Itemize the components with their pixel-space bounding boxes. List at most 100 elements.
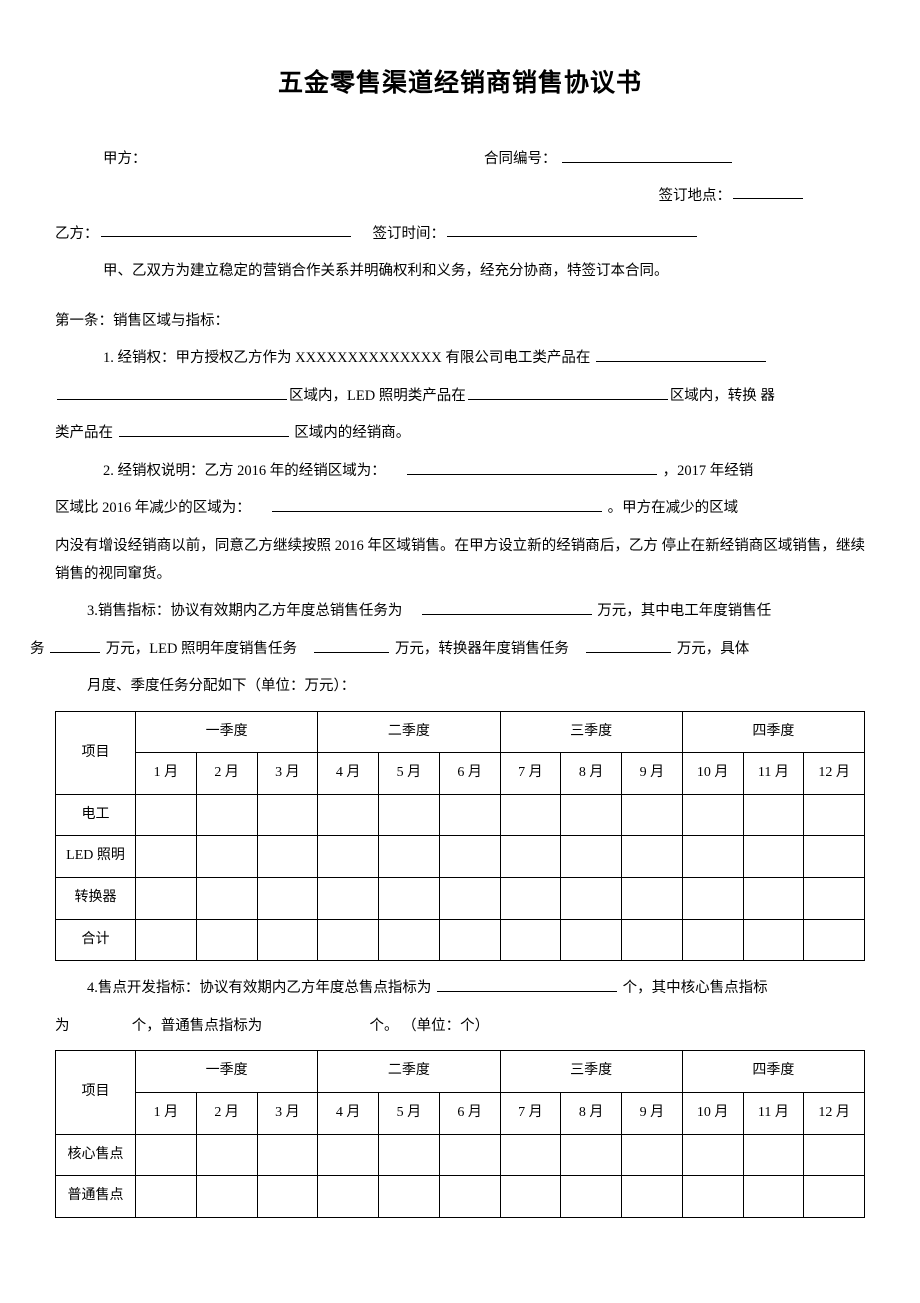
data-cell[interactable]	[561, 919, 622, 961]
data-cell[interactable]	[622, 1134, 683, 1176]
data-cell[interactable]	[622, 836, 683, 878]
item-1-blank-2[interactable]	[57, 384, 287, 400]
data-cell[interactable]	[318, 919, 379, 961]
data-cell[interactable]	[561, 794, 622, 836]
data-cell[interactable]	[196, 919, 257, 961]
data-cell[interactable]	[439, 1134, 500, 1176]
month-header: 11 月	[743, 1092, 804, 1134]
data-cell[interactable]	[804, 878, 865, 920]
data-cell[interactable]	[196, 878, 257, 920]
data-cell[interactable]	[257, 919, 318, 961]
item-3-line-3: 月度、季度任务分配如下（单位：万元）：	[55, 673, 865, 701]
data-cell[interactable]	[743, 878, 804, 920]
item-3-blank-1[interactable]	[422, 599, 592, 615]
data-cell[interactable]	[561, 878, 622, 920]
item-3-blank-2[interactable]	[50, 637, 100, 653]
item-1-blank-1[interactable]	[596, 346, 766, 362]
item-4-blank-1[interactable]	[437, 976, 617, 992]
data-cell[interactable]	[804, 1176, 865, 1218]
data-cell[interactable]	[196, 1176, 257, 1218]
party-b-blank[interactable]	[101, 221, 351, 237]
sign-place-blank[interactable]	[733, 183, 803, 199]
item-3-blank-4[interactable]	[586, 637, 671, 653]
month-header: 1 月	[136, 753, 197, 795]
data-cell[interactable]	[682, 1134, 743, 1176]
month-header: 6 月	[439, 1092, 500, 1134]
data-cell[interactable]	[136, 794, 197, 836]
data-cell[interactable]	[804, 836, 865, 878]
data-cell[interactable]	[318, 794, 379, 836]
data-cell[interactable]	[500, 1176, 561, 1218]
data-cell[interactable]	[257, 836, 318, 878]
month-header: 2 月	[196, 753, 257, 795]
data-cell[interactable]	[622, 919, 683, 961]
data-cell[interactable]	[379, 1176, 440, 1218]
sign-time-blank[interactable]	[447, 221, 697, 237]
data-cell[interactable]	[682, 794, 743, 836]
data-cell[interactable]	[439, 794, 500, 836]
data-cell[interactable]	[439, 836, 500, 878]
row-label: 合计	[56, 919, 136, 961]
data-cell[interactable]	[743, 1176, 804, 1218]
item-2-blank-1[interactable]	[407, 459, 657, 475]
data-cell[interactable]	[500, 878, 561, 920]
data-cell[interactable]	[439, 1176, 500, 1218]
data-cell[interactable]	[682, 1176, 743, 1218]
data-cell[interactable]	[743, 1134, 804, 1176]
data-cell[interactable]	[136, 1134, 197, 1176]
data-cell[interactable]	[804, 919, 865, 961]
data-cell[interactable]	[500, 836, 561, 878]
data-cell[interactable]	[743, 794, 804, 836]
data-cell[interactable]	[561, 1134, 622, 1176]
data-cell[interactable]	[136, 836, 197, 878]
data-cell[interactable]	[804, 1134, 865, 1176]
data-cell[interactable]	[379, 1134, 440, 1176]
data-cell[interactable]	[136, 878, 197, 920]
data-cell[interactable]	[439, 878, 500, 920]
data-cell[interactable]	[379, 878, 440, 920]
month-header: 12 月	[804, 753, 865, 795]
data-cell[interactable]	[318, 1134, 379, 1176]
data-cell[interactable]	[622, 794, 683, 836]
data-cell[interactable]	[682, 836, 743, 878]
data-cell[interactable]	[500, 1134, 561, 1176]
item-2-blank-2[interactable]	[272, 496, 602, 512]
item-3-blank-3[interactable]	[314, 637, 389, 653]
data-cell[interactable]	[743, 919, 804, 961]
item-1-blank-4[interactable]	[119, 421, 289, 437]
data-cell[interactable]	[500, 919, 561, 961]
data-cell[interactable]	[318, 1176, 379, 1218]
data-cell[interactable]	[257, 1134, 318, 1176]
data-cell[interactable]	[682, 878, 743, 920]
item-1-blank-3[interactable]	[468, 384, 668, 400]
data-cell[interactable]	[439, 919, 500, 961]
contract-no-blank[interactable]	[562, 147, 732, 163]
header-row-3: 乙方： 签订时间：	[55, 221, 865, 249]
data-cell[interactable]	[379, 794, 440, 836]
data-cell[interactable]	[136, 919, 197, 961]
data-cell[interactable]	[318, 878, 379, 920]
data-cell[interactable]	[136, 1176, 197, 1218]
data-cell[interactable]	[196, 1134, 257, 1176]
data-cell[interactable]	[196, 836, 257, 878]
data-cell[interactable]	[804, 794, 865, 836]
data-cell[interactable]	[257, 1176, 318, 1218]
data-cell[interactable]	[196, 794, 257, 836]
data-cell[interactable]	[500, 794, 561, 836]
data-cell[interactable]	[379, 836, 440, 878]
data-cell[interactable]	[561, 1176, 622, 1218]
data-cell[interactable]	[379, 919, 440, 961]
month-header: 1 月	[136, 1092, 197, 1134]
header-row-1: 甲方： 合同编号：	[55, 146, 865, 174]
data-cell[interactable]	[318, 836, 379, 878]
data-cell[interactable]	[257, 878, 318, 920]
data-cell[interactable]	[682, 919, 743, 961]
data-cell[interactable]	[622, 878, 683, 920]
data-cell[interactable]	[743, 836, 804, 878]
data-cell[interactable]	[561, 836, 622, 878]
data-cell[interactable]	[257, 794, 318, 836]
item-3-line-1: 3.销售指标：协议有效期内乙方年度总销售任务为 万元，其中电工年度销售任	[55, 598, 865, 626]
data-cell[interactable]	[622, 1176, 683, 1218]
item-3-line-2: 务 万元，LED 照明年度销售任务 万元，转换器年度销售任务 万元，具体	[30, 636, 865, 664]
quarter-header: 一季度	[136, 711, 318, 753]
